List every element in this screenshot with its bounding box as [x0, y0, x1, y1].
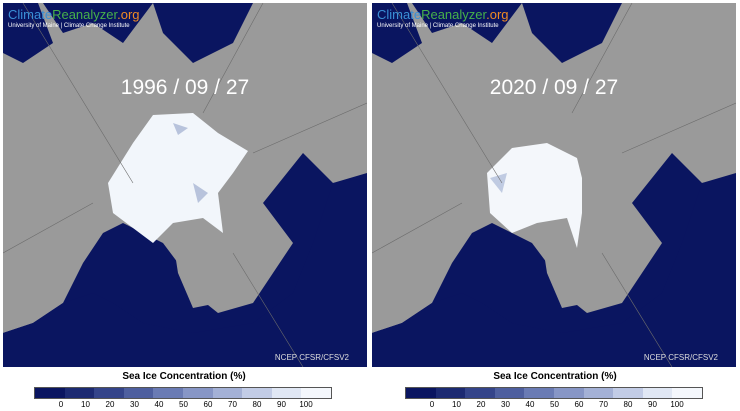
color-swatch [301, 388, 331, 398]
tick-label: 0 [58, 400, 64, 409]
tick-label: 70 [228, 400, 237, 409]
color-swatch [64, 388, 95, 398]
tick-label: 80 [623, 400, 633, 409]
subtitle: University of Maine | Climate Change Ins… [377, 23, 499, 29]
tick-label: 30 [501, 400, 510, 409]
tick-label: 0 [429, 400, 435, 409]
subtitle: University of Maine | Climate Change Ins… [8, 23, 130, 29]
color-swatch [182, 388, 213, 398]
source: NCEP CFSR/CFSV2 [274, 353, 349, 362]
color-swatch [583, 388, 614, 398]
tick-label: 10 [81, 400, 90, 409]
brand: ClimateReanalyzer.org [8, 7, 140, 22]
legend: Sea Ice Concentration (%) 0 10 20 30 40 50 60 70… [34, 370, 334, 411]
legend-title: Sea Ice Concentration (%) [493, 371, 617, 382]
map-panel: ClimateReanalyzer.org University of Maine… [3, 3, 367, 367]
color-swatch [613, 388, 643, 398]
tick-label: 30 [130, 400, 139, 409]
source: NCEP CFSR/CFSV2 [643, 353, 718, 362]
tick-label: 20 [105, 400, 115, 409]
tick-label: 90 [648, 400, 657, 409]
legend: Sea Ice Concentration (%) 0 10 20 30 40 50 60 70… [405, 370, 705, 411]
color-swatch [406, 388, 436, 398]
tick-label: 100 [670, 400, 684, 409]
tick-label: 40 [154, 400, 164, 409]
brand-reanalyzer: Reanalyzer [52, 7, 118, 22]
color-swatch [435, 388, 466, 398]
tick-label: 50 [550, 400, 559, 409]
color-swatch [524, 388, 554, 398]
tick-label: 50 [179, 400, 188, 409]
tick-label: 40 [525, 400, 535, 409]
tick-label: 80 [252, 400, 262, 409]
color-swatch [242, 388, 272, 398]
tick-label: 70 [599, 400, 608, 409]
brand: ClimateReanalyzer.org [377, 7, 509, 22]
brand-climate: Climate [8, 7, 53, 22]
color-swatch [465, 388, 495, 398]
color-swatch [123, 388, 154, 398]
map-panel: ClimateReanalyzer.org University of Maine… [372, 3, 736, 367]
color-swatch [212, 388, 243, 398]
date: 2020 / 09 / 27 [489, 76, 619, 99]
colorbar [405, 387, 703, 399]
color-swatch [672, 388, 702, 398]
colorbar [34, 387, 332, 399]
color-swatch [494, 388, 525, 398]
brand-climate: Climate [377, 7, 422, 22]
tick-label: 60 [203, 400, 213, 409]
legend-title: Sea Ice Concentration (%) [122, 371, 246, 382]
map [3, 3, 367, 367]
color-swatch [153, 388, 183, 398]
tick-label: 90 [277, 400, 286, 409]
color-swatch [553, 388, 584, 398]
brand-org: .org [486, 7, 509, 22]
map [372, 3, 736, 367]
color-swatch [642, 388, 673, 398]
color-swatch [271, 388, 302, 398]
date: 1996 / 09 / 27 [120, 76, 250, 99]
brand-org: .org [117, 7, 140, 22]
tick-label: 10 [452, 400, 461, 409]
tick-label: 60 [574, 400, 584, 409]
color-swatch [35, 388, 65, 398]
tick-label: 20 [476, 400, 486, 409]
brand-reanalyzer: Reanalyzer [421, 7, 487, 22]
color-swatch [94, 388, 124, 398]
tick-label: 100 [299, 400, 313, 409]
